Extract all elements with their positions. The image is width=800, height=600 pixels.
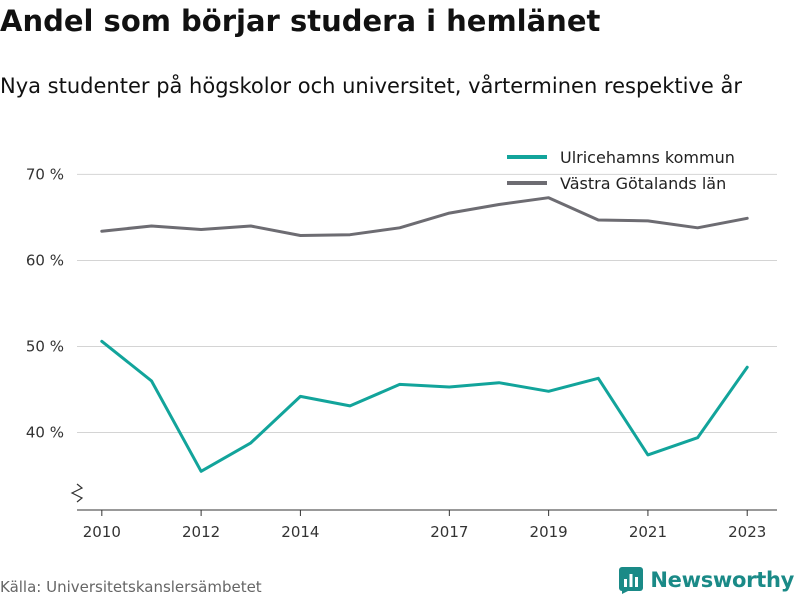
chart-subtitle: Nya studenter på högskolor och universit…: [0, 74, 742, 98]
series-line: [100, 339, 749, 473]
brand-logo[interactable]: Newsworthy: [618, 566, 794, 594]
legend-label: Ulricehamns kommun: [560, 148, 735, 167]
axis-break-icon: [70, 483, 84, 503]
x-tick-label: 2014: [281, 523, 319, 541]
chart-title: Andel som börjar studera i hemlänet: [0, 4, 601, 38]
x-tick-label: 2010: [83, 523, 121, 541]
y-tick-label: 60 %: [26, 251, 64, 269]
series-line: [100, 196, 749, 237]
y-tick-label: 50 %: [26, 338, 64, 356]
x-tick-label: 2019: [530, 523, 568, 541]
x-tick-label: 2023: [728, 523, 766, 541]
x-tick-label: 2021: [629, 523, 667, 541]
y-tick-label: 40 %: [26, 424, 64, 442]
x-tick-label: 2012: [182, 523, 220, 541]
x-tick-label: 2017: [430, 523, 468, 541]
y-tick-label: 70 %: [26, 165, 64, 183]
source-note: Källa: Universitetskanslersämbetet: [0, 578, 262, 596]
brand-name: Newsworthy: [650, 568, 794, 592]
legend-label: Västra Götalands län: [560, 174, 726, 193]
newsworthy-logo-icon: [619, 567, 644, 594]
